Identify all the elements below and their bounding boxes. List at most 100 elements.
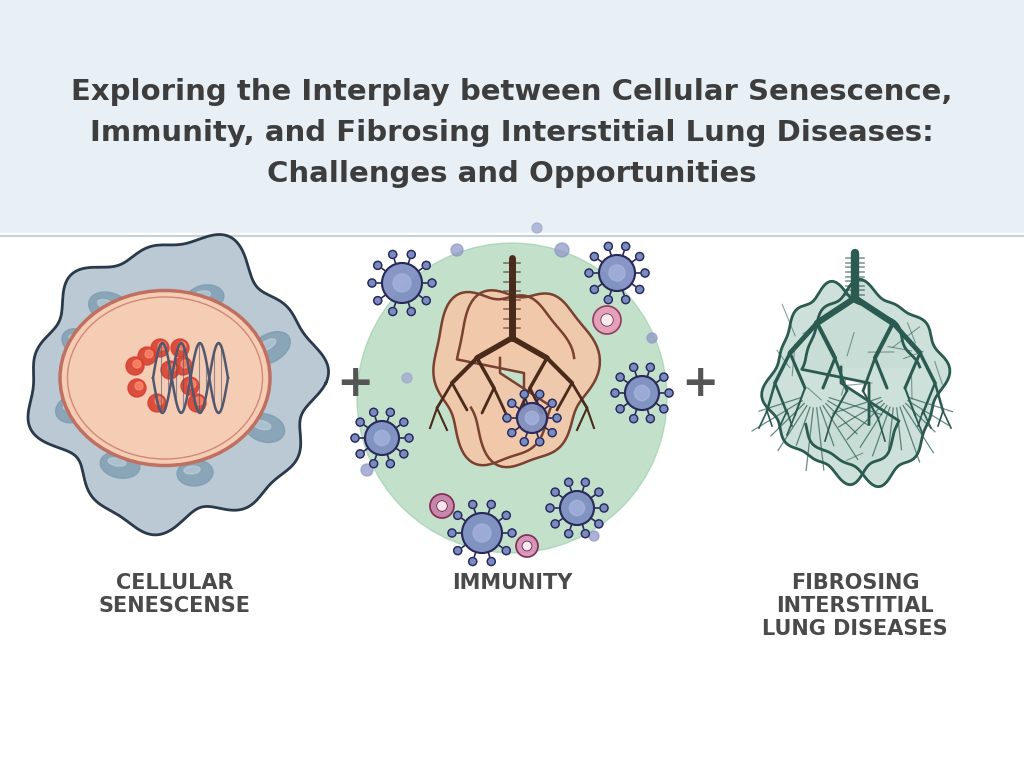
Ellipse shape: [184, 466, 200, 474]
Circle shape: [148, 394, 166, 412]
Ellipse shape: [164, 412, 179, 419]
Polygon shape: [762, 281, 920, 485]
Circle shape: [630, 363, 638, 371]
Circle shape: [356, 418, 365, 426]
Circle shape: [151, 339, 169, 357]
Ellipse shape: [121, 343, 153, 366]
Circle shape: [126, 357, 144, 375]
Circle shape: [473, 524, 490, 542]
Circle shape: [386, 409, 394, 416]
Circle shape: [487, 558, 496, 565]
Circle shape: [393, 274, 411, 292]
Circle shape: [128, 379, 146, 397]
Circle shape: [593, 306, 621, 334]
Circle shape: [634, 386, 649, 401]
Circle shape: [532, 223, 542, 233]
Circle shape: [382, 263, 422, 303]
Circle shape: [161, 361, 179, 379]
Circle shape: [375, 430, 390, 445]
Ellipse shape: [97, 300, 117, 310]
Circle shape: [647, 333, 657, 343]
Circle shape: [402, 373, 412, 383]
Circle shape: [171, 339, 189, 357]
Ellipse shape: [61, 329, 98, 357]
Circle shape: [585, 269, 593, 277]
Circle shape: [428, 279, 436, 287]
Circle shape: [133, 360, 141, 368]
Circle shape: [399, 450, 408, 458]
Circle shape: [508, 529, 516, 537]
Circle shape: [399, 418, 408, 426]
Text: +: +: [681, 362, 719, 405]
Circle shape: [625, 376, 659, 410]
Ellipse shape: [69, 335, 85, 345]
Ellipse shape: [109, 458, 126, 466]
Circle shape: [591, 253, 598, 260]
Circle shape: [553, 414, 561, 422]
Circle shape: [178, 342, 186, 350]
Circle shape: [589, 531, 599, 541]
Circle shape: [659, 373, 668, 381]
Circle shape: [604, 296, 612, 303]
Circle shape: [595, 520, 603, 528]
Circle shape: [374, 261, 382, 270]
Circle shape: [174, 357, 193, 375]
Circle shape: [111, 427, 119, 435]
Circle shape: [246, 384, 254, 392]
Circle shape: [646, 363, 654, 371]
Circle shape: [636, 286, 644, 293]
Circle shape: [665, 389, 673, 397]
Circle shape: [546, 504, 554, 512]
Ellipse shape: [250, 332, 290, 364]
Ellipse shape: [253, 420, 270, 429]
Ellipse shape: [100, 452, 140, 478]
Polygon shape: [28, 234, 329, 535]
Ellipse shape: [127, 349, 141, 356]
Circle shape: [454, 547, 462, 554]
Circle shape: [508, 429, 516, 437]
Circle shape: [508, 399, 516, 407]
Circle shape: [622, 243, 630, 250]
Circle shape: [408, 307, 416, 316]
Circle shape: [454, 511, 462, 519]
Circle shape: [582, 530, 590, 538]
Circle shape: [422, 296, 430, 305]
Circle shape: [138, 347, 156, 365]
Circle shape: [226, 439, 234, 447]
Ellipse shape: [60, 290, 270, 465]
Circle shape: [370, 409, 378, 416]
Circle shape: [487, 501, 496, 508]
Circle shape: [616, 405, 625, 413]
Circle shape: [422, 261, 430, 270]
Circle shape: [582, 478, 590, 486]
Circle shape: [616, 373, 625, 381]
Circle shape: [469, 558, 477, 565]
Circle shape: [659, 405, 668, 413]
Circle shape: [430, 494, 454, 518]
Circle shape: [564, 478, 572, 486]
Circle shape: [646, 415, 654, 422]
Circle shape: [551, 488, 559, 496]
Ellipse shape: [89, 292, 131, 324]
Circle shape: [181, 449, 189, 457]
Ellipse shape: [55, 393, 94, 423]
Circle shape: [188, 380, 196, 388]
Circle shape: [389, 250, 396, 259]
Circle shape: [195, 397, 203, 405]
Circle shape: [525, 411, 539, 425]
Polygon shape: [433, 292, 574, 465]
Circle shape: [611, 389, 618, 397]
Circle shape: [158, 342, 166, 350]
Circle shape: [181, 360, 189, 368]
Circle shape: [548, 399, 556, 407]
Circle shape: [351, 434, 359, 442]
Circle shape: [591, 286, 598, 293]
Text: +: +: [336, 362, 374, 405]
Polygon shape: [28, 234, 329, 535]
Circle shape: [161, 429, 169, 437]
Circle shape: [622, 296, 630, 303]
Circle shape: [641, 269, 649, 277]
Circle shape: [630, 415, 638, 422]
Circle shape: [361, 464, 373, 476]
Circle shape: [181, 377, 199, 395]
